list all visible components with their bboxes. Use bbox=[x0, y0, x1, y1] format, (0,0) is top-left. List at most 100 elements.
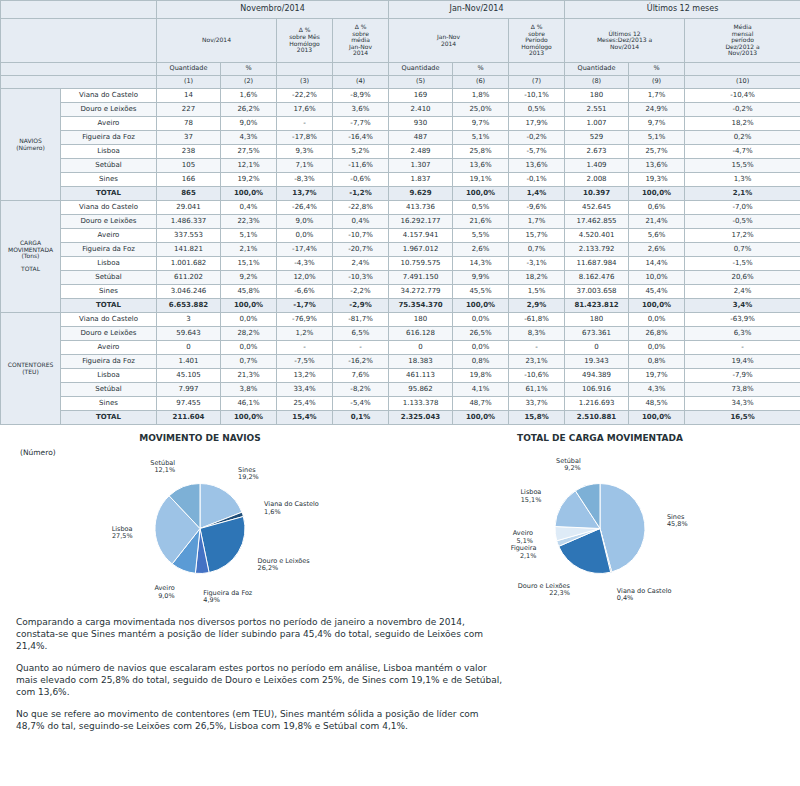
svg-text:Douro e Leixões22,3%: Douro e Leixões22,3% bbox=[518, 582, 571, 598]
html-text:1,7%: 1,7% bbox=[647, 90, 666, 99]
html-text:NAVIOS (Número): NAVIOS (Número) bbox=[16, 136, 45, 151]
html-text:-16,4%: -16,4% bbox=[348, 132, 373, 141]
html-text:-17,8%: -17,8% bbox=[292, 132, 317, 141]
html-text:MOVIMENTO DE NAVIOS: MOVIMENTO DE NAVIOS bbox=[139, 433, 261, 443]
html-text:9,3%: 9,3% bbox=[295, 146, 314, 155]
html-text:-0,2%: -0,2% bbox=[732, 104, 753, 113]
html-text:105: 105 bbox=[181, 160, 196, 169]
svg-text:Sines19,2%: Sines19,2% bbox=[238, 466, 259, 481]
html-text:26,2%: 26,2% bbox=[237, 104, 260, 113]
html-text:487: 487 bbox=[413, 132, 428, 141]
html-text:17,6%: 17,6% bbox=[293, 104, 316, 113]
svg-text:Aveiro9,0%: Aveiro9,0% bbox=[154, 584, 174, 600]
html-text:(10): (10) bbox=[735, 77, 750, 86]
svg-text:Aveiro5,1%: Aveiro5,1% bbox=[513, 529, 533, 545]
svg-text:Lisboa27,5%: Lisboa27,5% bbox=[112, 525, 133, 541]
svg-text:Setúbal12,1%: Setúbal12,1% bbox=[150, 459, 175, 475]
html-text:4,3%: 4,3% bbox=[239, 132, 258, 141]
html-text:-8,9%: -8,9% bbox=[350, 90, 371, 99]
html-text:(3): (3) bbox=[299, 77, 310, 86]
html-text:Jan-Nov/2014: Jan-Nov/2014 bbox=[449, 4, 504, 14]
html-text:(4): (4) bbox=[355, 77, 366, 86]
html-text:-22,2%: -22,2% bbox=[292, 90, 317, 99]
html-text:-10,4%: -10,4% bbox=[730, 90, 755, 99]
html-text:2.673: 2.673 bbox=[586, 146, 607, 155]
html-text:Novembro/2014: Novembro/2014 bbox=[240, 4, 305, 14]
svg-text:Viana do Castelo1,6%: Viana do Castelo1,6% bbox=[264, 500, 319, 516]
html-text:27,5%: 27,5% bbox=[237, 146, 260, 155]
html-text:(1): (1) bbox=[183, 77, 194, 86]
svg-text:Viana do Castelo0,4%: Viana do Castelo0,4% bbox=[617, 587, 672, 603]
html-text:1,6%: 1,6% bbox=[239, 90, 258, 99]
svg-text:Douro e Leixões26,2%: Douro e Leixões26,2% bbox=[258, 557, 311, 573]
html-text:0,2%: 0,2% bbox=[733, 132, 752, 141]
html-text:25,0%: 25,0% bbox=[469, 104, 492, 113]
html-text:5,1%: 5,1% bbox=[647, 132, 666, 141]
html-text:0,5%: 0,5% bbox=[527, 104, 546, 113]
html-text:-7,7%: -7,7% bbox=[350, 118, 371, 127]
html-text:2.489: 2.489 bbox=[410, 146, 431, 155]
html-text:Comparando a carga movimentada: Comparando a carga movimentada nos diver… bbox=[16, 617, 483, 651]
html-text:529: 529 bbox=[589, 132, 604, 141]
html-text:5,1%: 5,1% bbox=[471, 132, 490, 141]
html-text:18,2%: 18,2% bbox=[731, 118, 754, 127]
html-text:Últimos 12 meses: Últimos 12 meses bbox=[646, 4, 719, 14]
html-text:227: 227 bbox=[181, 104, 196, 113]
html-text:(8): (8) bbox=[591, 77, 602, 86]
html-text:37: 37 bbox=[184, 132, 193, 141]
html-text:No que se refere ao movimento: No que se refere ao movimento de content… bbox=[16, 709, 479, 731]
html-text:5,2%: 5,2% bbox=[351, 146, 370, 155]
html-text:Δ % sobre Mês Homólogo 2013: Δ % sobre Mês Homólogo 2013 bbox=[289, 26, 320, 54]
html-text:Quantidade: Quantidade bbox=[401, 64, 440, 73]
html-text:(6): (6) bbox=[475, 77, 486, 86]
html-text:3,6%: 3,6% bbox=[351, 104, 370, 113]
html-text:9,7%: 9,7% bbox=[471, 118, 490, 127]
html-text:25,7%: 25,7% bbox=[645, 146, 668, 155]
html-text:TOTAL DE CARGA MOVIMENTADA: TOTAL DE CARGA MOVIMENTADA bbox=[517, 433, 683, 443]
svg-text:Lisboa15,1%: Lisboa15,1% bbox=[520, 488, 541, 504]
html-text:2.551: 2.551 bbox=[586, 104, 607, 113]
html-text:Média mensal período Dez/2012: Média mensal período Dez/2012 a Nov/2013 bbox=[725, 23, 760, 57]
svg-text:Sines45,8%: Sines45,8% bbox=[667, 513, 688, 529]
html-text:Lisboa: Lisboa bbox=[97, 146, 120, 155]
html-text:24,9%: 24,9% bbox=[645, 104, 668, 113]
html-text:Δ % sobre média Jan-Nov 2014: Δ % sobre média Jan-Nov 2014 bbox=[349, 23, 373, 57]
html-text:Jan-Nov 2014: Jan-Nov 2014 bbox=[437, 32, 461, 47]
html-text:CARGA MOVIMENTADA (Tons) TOTAL: CARGA MOVIMENTADA (Tons) TOTAL bbox=[8, 239, 53, 273]
html-text:(2): (2) bbox=[243, 77, 254, 86]
html-text:14: 14 bbox=[184, 90, 193, 99]
html-text:238: 238 bbox=[181, 146, 196, 155]
svg-text:Figueira2,1%: Figueira2,1% bbox=[511, 544, 537, 560]
html-text:1.007: 1.007 bbox=[586, 118, 607, 127]
html-text:Quantidade: Quantidade bbox=[169, 64, 208, 73]
html-text:169: 169 bbox=[413, 90, 428, 99]
html-text:Δ % sobre Período Homólogo 201: Δ % sobre Período Homólogo 2013 bbox=[521, 23, 552, 57]
html-text:2.410: 2.410 bbox=[410, 104, 431, 113]
svg-text:Figueira da Foz4,9%: Figueira da Foz4,9% bbox=[203, 589, 253, 605]
html-text:930: 930 bbox=[413, 118, 428, 127]
html-text:Setúbal: Setúbal bbox=[95, 160, 122, 169]
html-text:78: 78 bbox=[184, 118, 193, 127]
html-text:9,7%: 9,7% bbox=[647, 118, 666, 127]
html-text:9,0%: 9,0% bbox=[239, 118, 258, 127]
html-text:180: 180 bbox=[589, 90, 604, 99]
html-text:-10,1%: -10,1% bbox=[524, 90, 549, 99]
html-text:-5,7%: -5,7% bbox=[526, 146, 547, 155]
html-text:(5): (5) bbox=[415, 77, 426, 86]
html-text:Quanto ao número de navios que: Quanto ao número de navios que escalaram… bbox=[16, 663, 503, 697]
html-text:17,9%: 17,9% bbox=[525, 118, 548, 127]
html-text:1,8%: 1,8% bbox=[471, 90, 490, 99]
html-text:Figueira da Foz: Figueira da Foz bbox=[82, 132, 135, 141]
svg-text:Setúbal9,2%: Setúbal9,2% bbox=[556, 457, 581, 473]
html-text:(9): (9) bbox=[651, 77, 662, 86]
html-text:Viana do Castelo: Viana do Castelo bbox=[79, 90, 138, 99]
html-text:Aveiro: Aveiro bbox=[97, 118, 120, 127]
html-text:Quantidade: Quantidade bbox=[577, 64, 616, 73]
html-text:CONTENTORES (TEU): CONTENTORES (TEU) bbox=[7, 360, 54, 375]
html-text:Douro e Leixões: Douro e Leixões bbox=[80, 104, 137, 113]
html-text:(7): (7) bbox=[531, 77, 542, 86]
html-text:Últimos 12 Meses:Dez/2013 a No: Últimos 12 Meses:Dez/2013 a Nov/2014 bbox=[596, 29, 653, 50]
html-text:-4,7%: -4,7% bbox=[732, 146, 753, 155]
html-text:-0,2%: -0,2% bbox=[526, 132, 547, 141]
html-text:25,8%: 25,8% bbox=[469, 146, 492, 155]
